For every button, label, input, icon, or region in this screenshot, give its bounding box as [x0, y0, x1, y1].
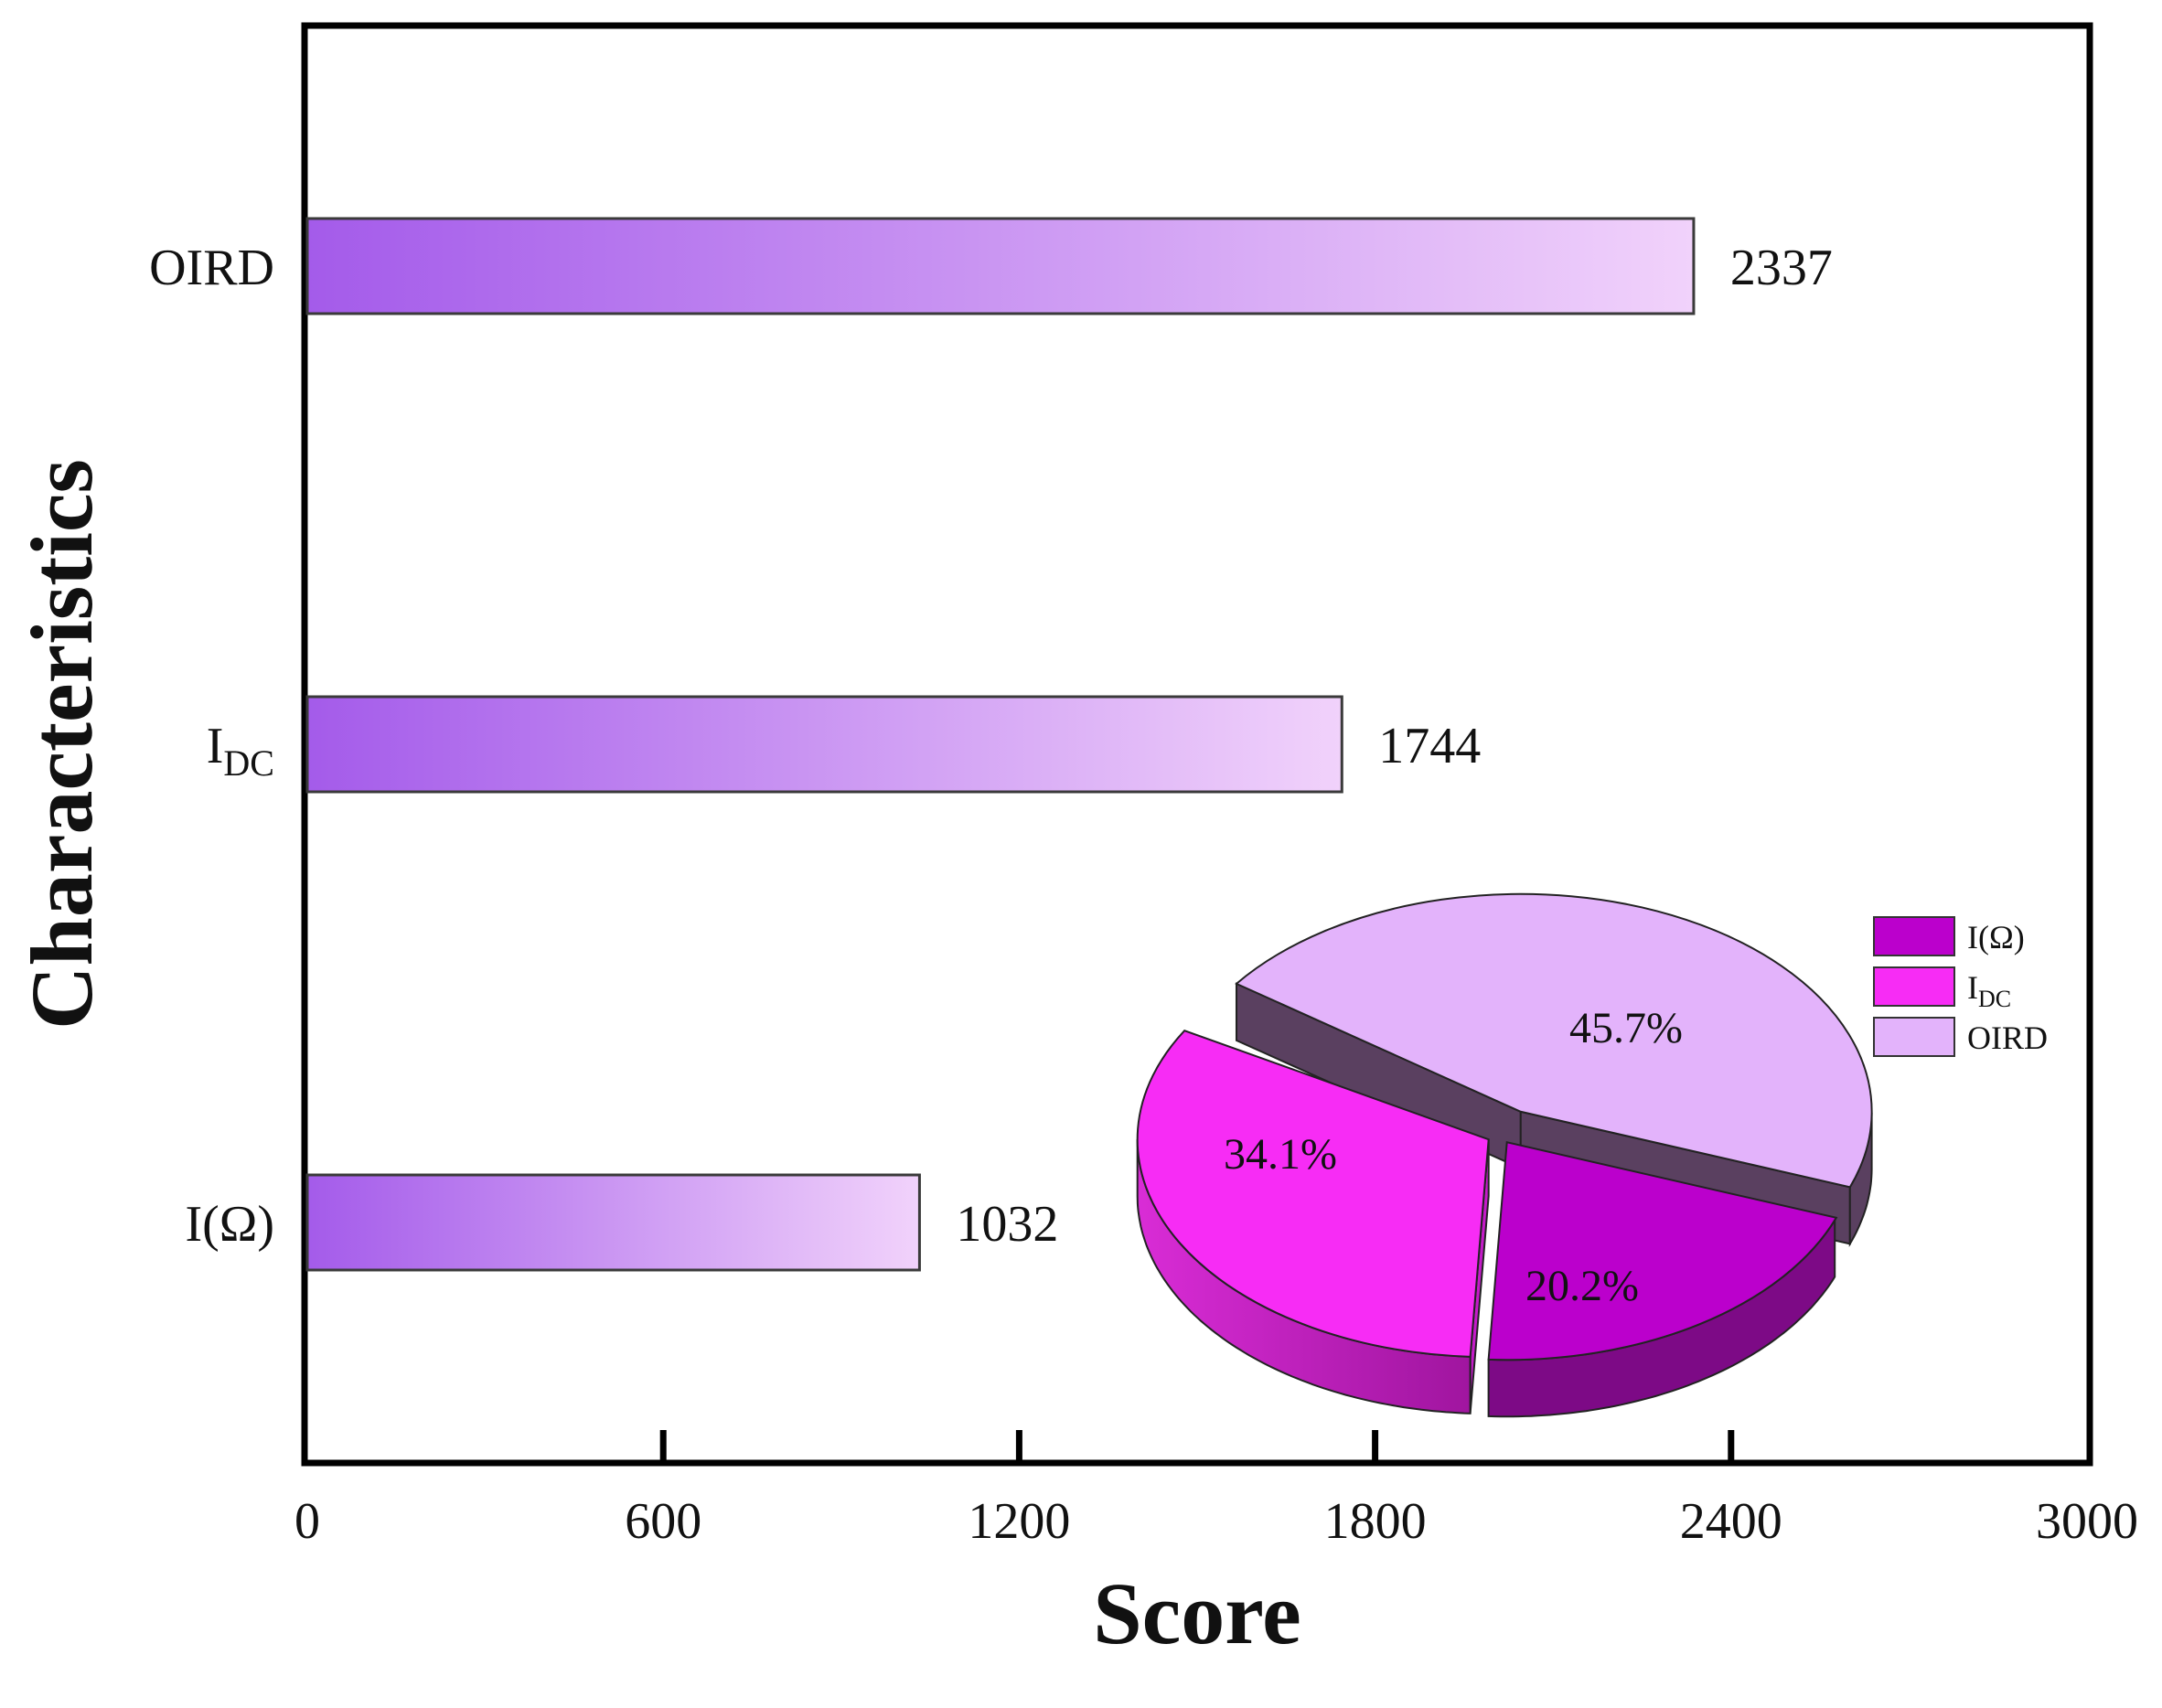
pie-label: 20.2% — [1525, 1262, 1639, 1310]
x-tick-label: 0 — [294, 1493, 320, 1550]
pie-chart: 20.2% 34.1% 45.7% — [1136, 892, 1873, 1418]
bar-oird — [305, 217, 1696, 315]
value-labels: 1032 1744 2337 — [956, 240, 1833, 1253]
x-tick-label: 1800 — [1324, 1493, 1427, 1550]
bar-idc — [305, 695, 1343, 794]
legend-label: OIRD — [1967, 1019, 2048, 1056]
legend-swatch — [1873, 916, 1955, 956]
x-tick-label: 3000 — [2036, 1493, 2138, 1550]
legend-swatch — [1873, 966, 1955, 1007]
category-labels: I(Ω) IDC OIRD — [149, 240, 274, 1253]
plot-frame — [301, 22, 2093, 1467]
bar-i-ohm — [305, 1173, 921, 1272]
x-tick-label: 2400 — [1680, 1493, 1782, 1550]
value-label: 2337 — [1730, 240, 1833, 296]
pie-slice-i-ohm — [1487, 1141, 1838, 1361]
category-label: I(Ω) — [185, 1196, 274, 1253]
bar-chart: 1032 1744 2337 I(Ω) IDC OIRD 0 600 1200 1800 240… — [13, 22, 2138, 1662]
legend-label: IDC — [1967, 969, 2011, 1012]
pie-legend: I(Ω) IDC OIRD — [1873, 916, 2048, 1057]
pie-label: 34.1% — [1224, 1130, 1337, 1179]
x-axis-title: Score — [1093, 1564, 1300, 1662]
x-tick-label: 600 — [625, 1493, 701, 1550]
value-label: 1744 — [1378, 718, 1481, 774]
bars — [305, 217, 1696, 1272]
category-label: OIRD — [149, 240, 274, 296]
x-axis-ticks: 0 600 1200 1800 2400 3000 — [294, 1430, 2138, 1550]
category-label: IDC — [207, 718, 274, 784]
value-label: 1032 — [956, 1196, 1058, 1253]
x-tick-label: 1200 — [968, 1493, 1070, 1550]
pie-slice-oird — [1235, 892, 1873, 1189]
legend-label: I(Ω) — [1967, 919, 2025, 955]
pie-label: 45.7% — [1569, 1004, 1683, 1052]
pie-slice-idc — [1136, 1029, 1490, 1358]
y-axis-title: Characteristics — [13, 459, 111, 1030]
legend-swatch — [1873, 1017, 1955, 1057]
